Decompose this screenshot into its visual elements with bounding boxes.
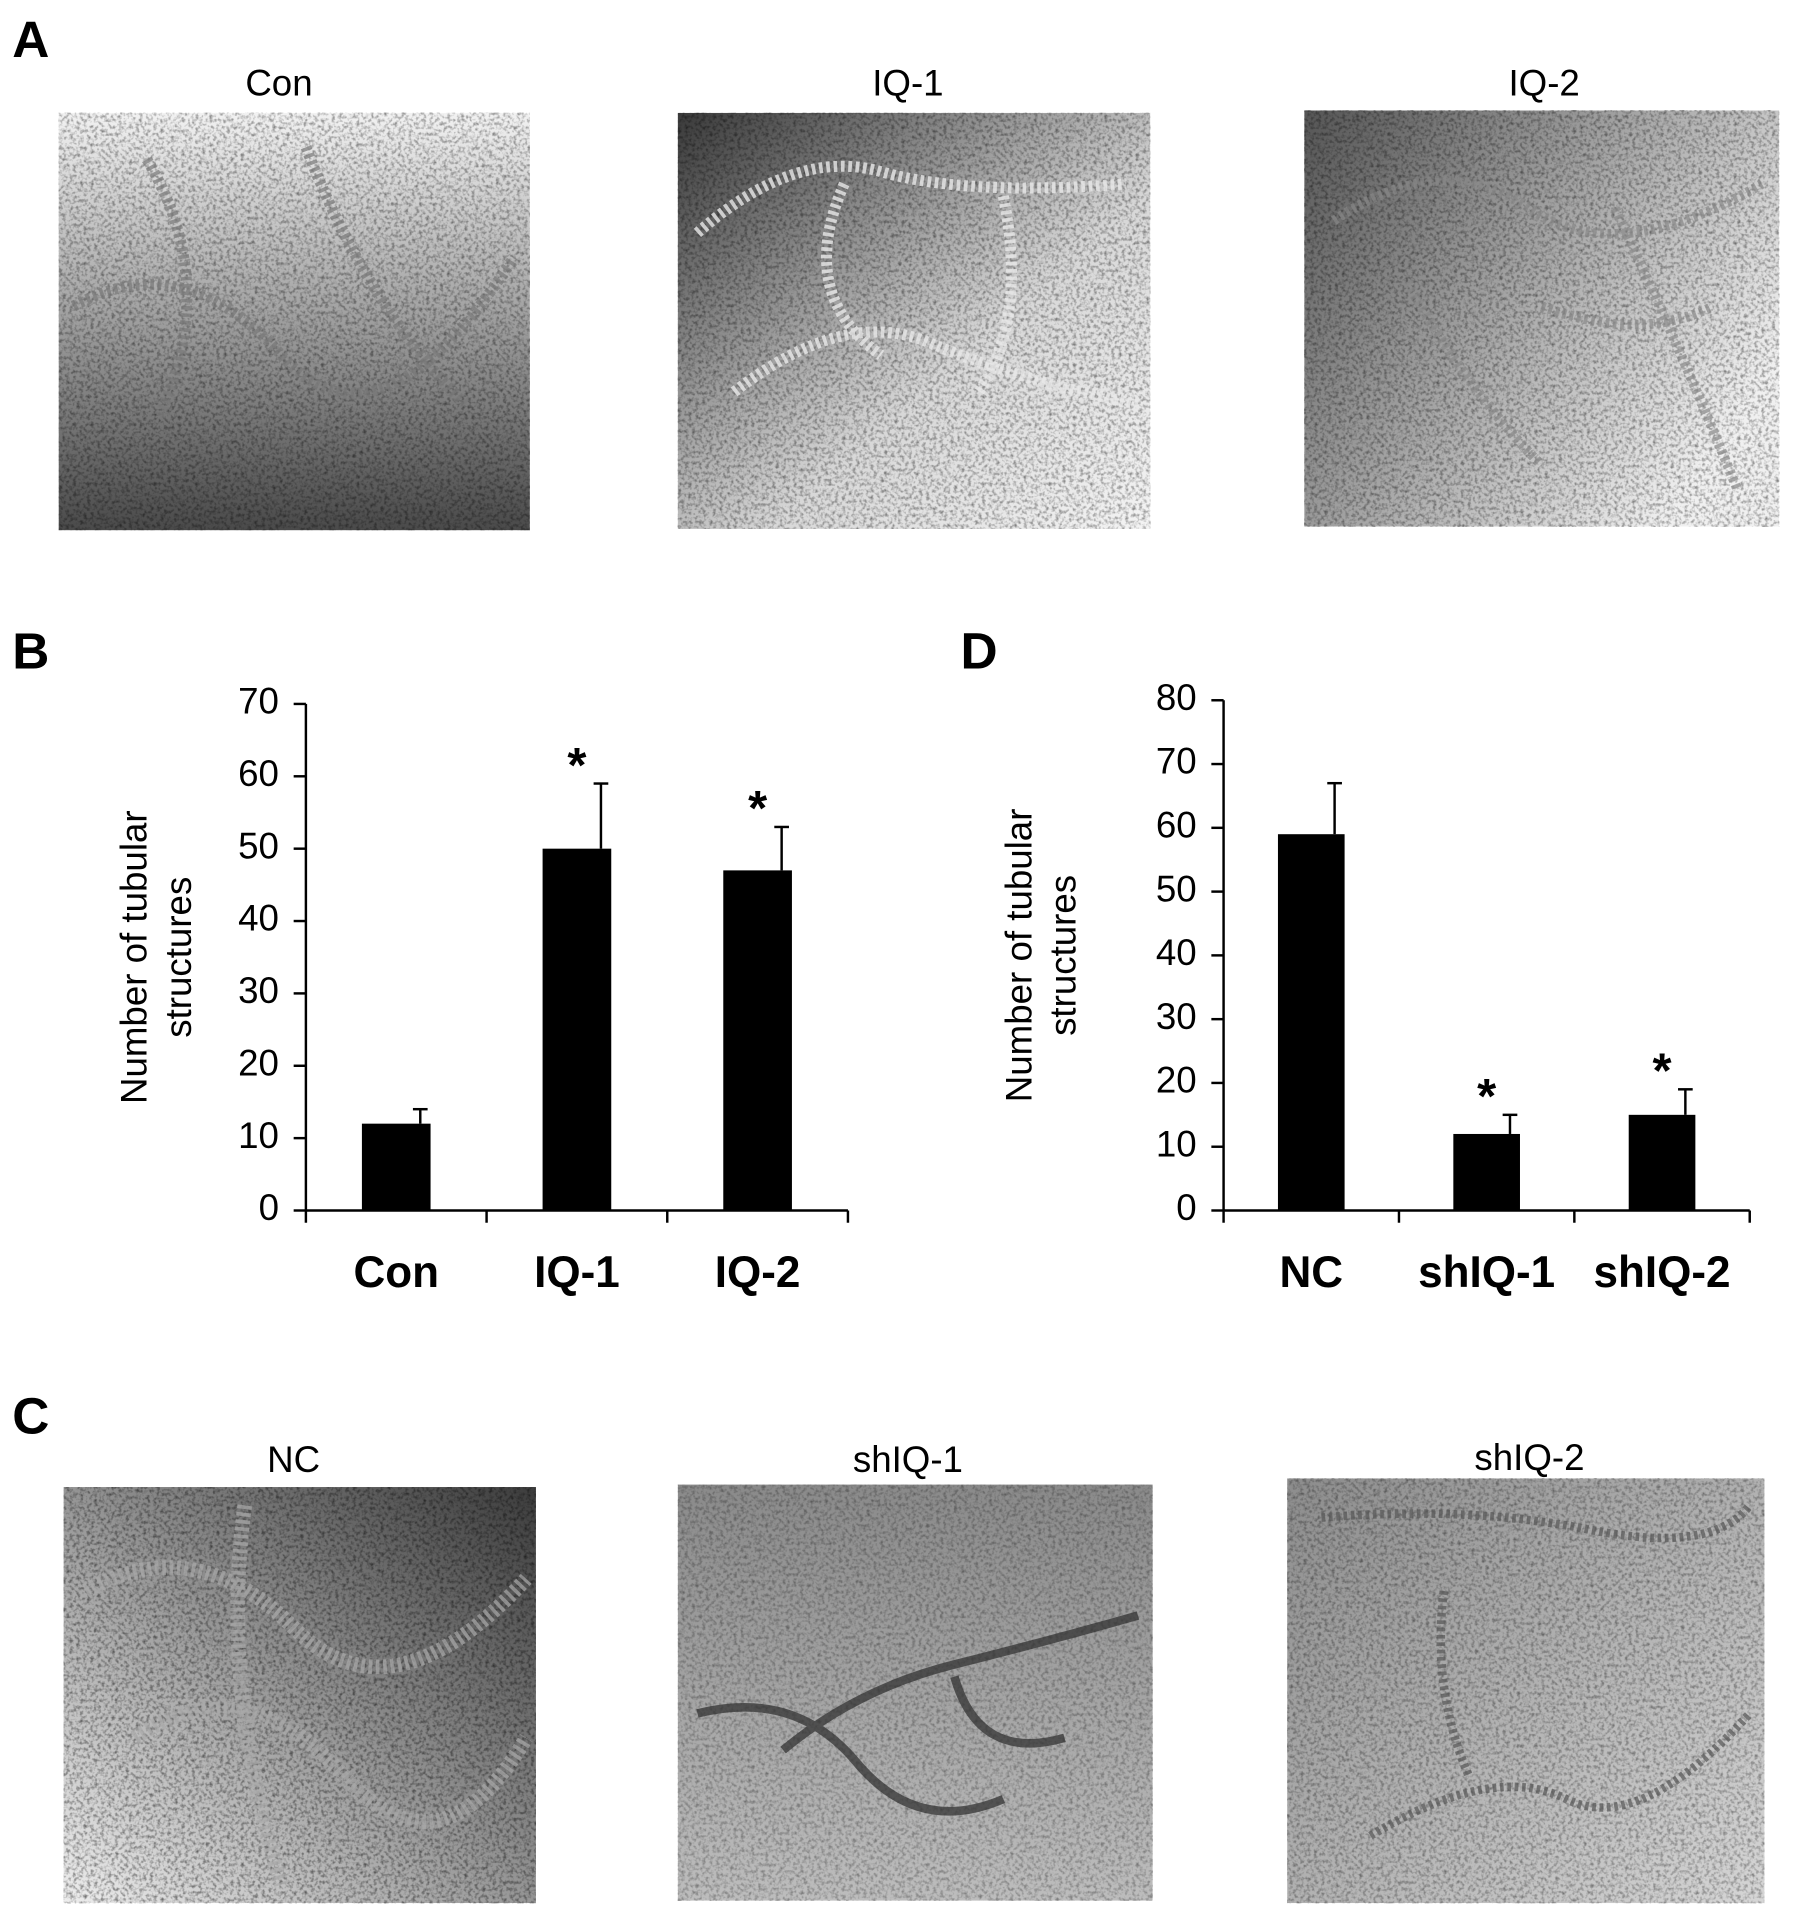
micrograph bbox=[58, 112, 530, 531]
significance-marker: * bbox=[1653, 1045, 1672, 1099]
bar bbox=[1277, 834, 1345, 1211]
bar bbox=[723, 870, 792, 1211]
micrograph bbox=[677, 112, 1151, 529]
y-tick-label: 40 bbox=[238, 898, 279, 939]
bar bbox=[361, 1123, 431, 1211]
y-tick-label: 0 bbox=[1176, 1187, 1196, 1228]
significance-marker: * bbox=[1477, 1070, 1496, 1124]
micrograph bbox=[63, 1487, 536, 1904]
y-tick-label: 80 bbox=[1156, 677, 1197, 718]
y-tick-label: 20 bbox=[238, 1042, 279, 1083]
panel-letter: C bbox=[12, 1386, 49, 1444]
image-caption: IQ-2 bbox=[1508, 63, 1579, 104]
x-tick-label: shIQ-1 bbox=[1418, 1248, 1555, 1297]
y-tick-label: 70 bbox=[238, 681, 279, 722]
panel-letter: A bbox=[12, 10, 49, 68]
y-axis-label: Number of tubular bbox=[998, 809, 1039, 1103]
y-tick-label: 50 bbox=[238, 825, 279, 866]
bar bbox=[542, 848, 612, 1211]
image-caption: IQ-1 bbox=[872, 63, 943, 104]
y-tick-label: 40 bbox=[1156, 932, 1197, 973]
significance-marker: * bbox=[567, 739, 586, 793]
image-caption: Con bbox=[245, 63, 312, 104]
y-tick-label: 60 bbox=[1156, 805, 1197, 846]
y-axis-label: Number of tubular bbox=[114, 810, 155, 1104]
x-tick-label: Con bbox=[353, 1248, 439, 1297]
y-axis-label: structures bbox=[1042, 875, 1083, 1036]
micrograph bbox=[1304, 110, 1780, 527]
y-tick-label: 30 bbox=[1156, 996, 1197, 1037]
panel-letter: B bbox=[12, 622, 49, 680]
x-tick-label: shIQ-2 bbox=[1594, 1248, 1731, 1297]
y-tick-label: 50 bbox=[1156, 868, 1197, 909]
x-tick-label: NC bbox=[1279, 1248, 1343, 1297]
micrograph bbox=[677, 1484, 1153, 1901]
y-tick-label: 70 bbox=[1156, 741, 1197, 782]
bar bbox=[1453, 1133, 1520, 1211]
y-tick-label: 60 bbox=[238, 753, 279, 794]
x-tick-label: IQ-1 bbox=[534, 1248, 620, 1297]
micrograph bbox=[1287, 1478, 1765, 1904]
y-tick-label: 20 bbox=[1156, 1060, 1197, 1101]
bar bbox=[1628, 1114, 1696, 1211]
significance-marker: * bbox=[748, 782, 767, 836]
y-tick-label: 10 bbox=[1156, 1123, 1197, 1164]
image-caption: NC bbox=[267, 1439, 320, 1480]
y-tick-label: 30 bbox=[238, 970, 279, 1011]
y-tick-label: 10 bbox=[238, 1115, 279, 1156]
panel-letter: D bbox=[961, 622, 998, 680]
y-axis-label: structures bbox=[158, 877, 199, 1038]
image-caption: shIQ-2 bbox=[1474, 1437, 1584, 1478]
image-caption: shIQ-1 bbox=[853, 1439, 963, 1480]
y-tick-label: 0 bbox=[259, 1187, 279, 1228]
x-tick-label: IQ-2 bbox=[715, 1248, 801, 1297]
